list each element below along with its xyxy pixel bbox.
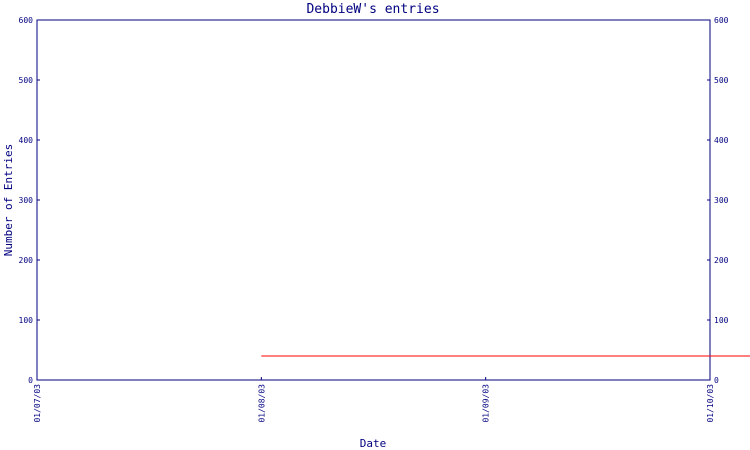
y-tick-label-left: 300 [19, 196, 34, 205]
x-tick-label: 01/09/03 [482, 384, 491, 423]
y-axis-left: 0 100 200 300 400 500 600 [19, 16, 40, 385]
y-tick-label-right: 500 [714, 76, 729, 85]
y-tick-label-left: 100 [19, 316, 34, 325]
y-tick-label-left: 500 [19, 76, 34, 85]
x-axis-label: Date [360, 437, 387, 450]
x-tick-label: 01/10/03 [706, 384, 715, 423]
x-tick-label: 01/08/03 [257, 384, 266, 423]
y-tick-label-right: 300 [714, 196, 729, 205]
y-tick-label-right: 400 [714, 136, 729, 145]
y-tick-label-right: 200 [714, 256, 729, 265]
y-tick-label-right: 600 [714, 16, 729, 25]
y-axis-right: 0 100 200 300 400 500 600 [707, 16, 729, 385]
x-tick-label: 01/07/03 [33, 384, 42, 423]
series-line [261, 92, 750, 356]
chart-title: DebbieW's entries [306, 2, 439, 17]
y-tick-label-left: 400 [19, 136, 34, 145]
y-tick-label-right: 0 [714, 376, 719, 385]
y-tick-label-left: 0 [28, 376, 33, 385]
y-tick-label-left: 600 [19, 16, 34, 25]
y-tick-label-left: 200 [19, 256, 34, 265]
plot-area-border [36, 19, 711, 381]
y-tick-label-right: 100 [714, 316, 729, 325]
y-axis-label: Number of Entries [2, 144, 15, 257]
x-axis: 01/07/03 01/08/03 01/09/03 01/10/03 [33, 377, 715, 423]
